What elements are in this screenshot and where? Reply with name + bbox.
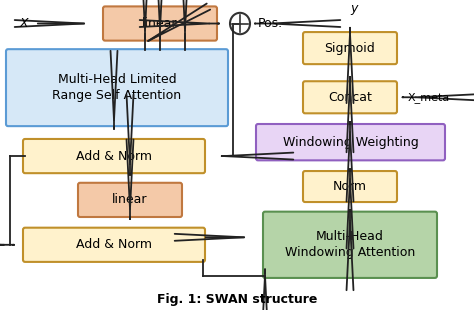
Text: Add & Norm: Add & Norm <box>76 238 152 251</box>
Text: Windowing Weighting: Windowing Weighting <box>283 136 419 149</box>
FancyBboxPatch shape <box>78 183 182 217</box>
FancyBboxPatch shape <box>303 32 397 64</box>
Text: Pos.: Pos. <box>258 17 283 30</box>
Text: Add & Norm: Add & Norm <box>76 149 152 162</box>
FancyBboxPatch shape <box>23 228 205 262</box>
FancyBboxPatch shape <box>263 212 437 278</box>
Text: Fig. 1: SWAN structure: Fig. 1: SWAN structure <box>157 293 317 306</box>
FancyBboxPatch shape <box>303 81 397 113</box>
Text: Concat: Concat <box>328 91 372 104</box>
Text: Multi-Head Limited
Range Self Attention: Multi-Head Limited Range Self Attention <box>53 73 182 102</box>
Text: linear: linear <box>112 193 148 206</box>
Text: Sigmoid: Sigmoid <box>325 42 375 55</box>
FancyBboxPatch shape <box>23 139 205 173</box>
FancyBboxPatch shape <box>103 7 217 41</box>
Text: Multi-Head
Windowing Attention: Multi-Head Windowing Attention <box>285 230 415 259</box>
Text: y: y <box>350 2 357 15</box>
FancyBboxPatch shape <box>256 124 445 160</box>
Circle shape <box>230 13 250 34</box>
Text: Norm: Norm <box>333 180 367 193</box>
FancyBboxPatch shape <box>6 49 228 126</box>
Text: X_meta: X_meta <box>408 92 450 103</box>
Text: X: X <box>20 17 28 30</box>
Text: linear: linear <box>142 17 178 30</box>
FancyBboxPatch shape <box>303 171 397 202</box>
